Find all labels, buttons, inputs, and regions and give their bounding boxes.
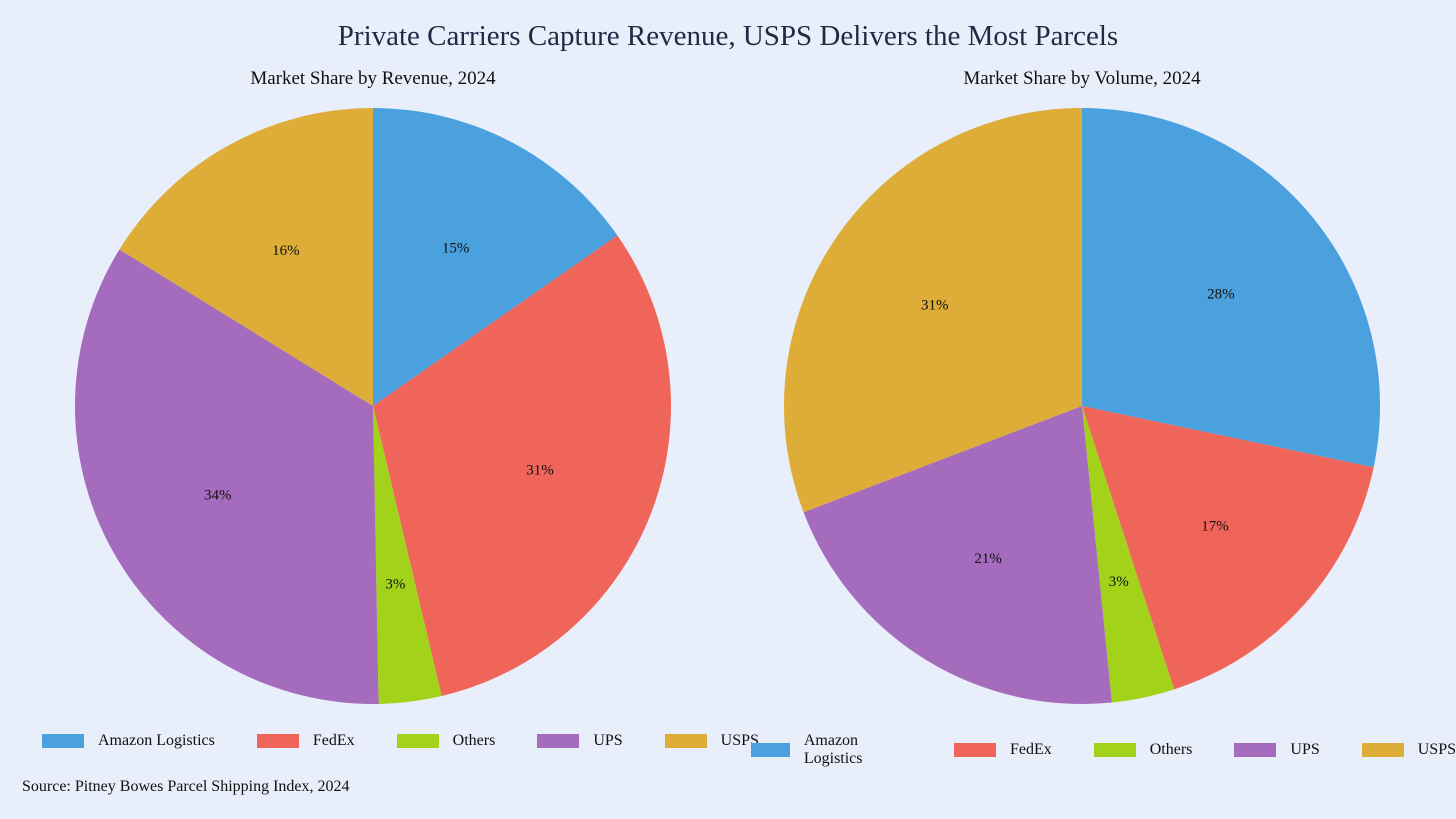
volume-slice-ups (803, 406, 1112, 705)
volume-legend-item-fedex: FedEx (953, 741, 1052, 759)
revenue-legend-label-ups: UPS (593, 732, 623, 749)
volume-legend-label-amazon-logistics: Amazon Logistics (803, 732, 863, 767)
chart-title: Private Carriers Capture Revenue, USPS D… (337, 20, 1119, 52)
revenue-slice-others (373, 406, 442, 704)
volume-slice-fedex (1082, 406, 1374, 690)
revenue-legend-item-fedex: FedEx (256, 732, 355, 750)
revenue-slice-ups (74, 249, 379, 705)
volume-legend-label-ups: UPS (1290, 741, 1320, 758)
volume-legend-label-fedex: FedEx (1009, 741, 1052, 758)
revenue-legend-label-fedex: FedEx (312, 732, 355, 749)
volume-label-others: 3% (1109, 574, 1129, 590)
volume-label-fedex: 17% (1201, 519, 1229, 535)
volume-legend-label-usps: USPS (1417, 741, 1456, 758)
revenue-label-others: 3% (385, 576, 405, 592)
volume-pie-title: Market Share by Volume, 2024 (963, 68, 1201, 89)
revenue-label-fedex: 31% (526, 463, 554, 479)
volume-legend-item-amazon-logistics: Amazon Logistics (751, 732, 912, 768)
volume-legend-item-usps: USPS (1361, 741, 1456, 759)
volume-legend-item-ups: UPS (1234, 741, 1320, 759)
volume-label-ups: 21% (974, 551, 1002, 567)
revenue-legend-label-others: Others (452, 732, 496, 749)
revenue-slice-fedex (373, 235, 671, 696)
volume-label-amazon-logistics: 28% (1207, 286, 1235, 302)
volume-legend-swatch-ups (1234, 743, 1277, 757)
revenue-legend-item-ups: UPS (537, 732, 623, 750)
revenue-legend-label-usps: USPS (720, 732, 759, 749)
revenue-legend-item-amazon-logistics: Amazon Logistics (42, 732, 215, 750)
revenue-legend-swatch-usps (664, 734, 707, 748)
revenue-label-usps: 16% (272, 243, 300, 259)
volume-legend-swatch-others (1093, 743, 1136, 757)
volume-slice-amazon-logistics (1082, 108, 1380, 468)
volume-legend-label-others: Others (1149, 741, 1193, 758)
revenue-legend: Amazon Logistics FedEx Others UPS USPS (42, 732, 759, 750)
revenue-legend-item-others: Others (396, 732, 496, 750)
volume-legend-swatch-fedex (953, 743, 996, 757)
volume-legend-swatch-usps (1361, 743, 1404, 757)
revenue-legend-swatch-others (396, 734, 439, 748)
volume-slice-usps (783, 108, 1082, 513)
volume-slice-others (1082, 406, 1175, 703)
revenue-slice-amazon-logistics (373, 108, 618, 406)
volume-legend-swatch-amazon-logistics (751, 743, 790, 757)
source-note: Source: Pitney Bowes Parcel Shipping Ind… (22, 778, 350, 795)
revenue-label-ups: 34% (204, 488, 232, 504)
revenue-legend-item-usps: USPS (664, 732, 759, 750)
volume-legend: Amazon Logistics FedEx Others UPS USPS (751, 732, 1456, 768)
revenue-pie-title: Market Share by Revenue, 2024 (250, 68, 496, 89)
revenue-slice-usps (119, 108, 373, 406)
revenue-legend-swatch-amazon-logistics (42, 734, 84, 748)
revenue-legend-swatch-fedex (256, 734, 299, 748)
revenue-legend-label-amazon-logistics: Amazon Logistics (98, 732, 215, 749)
volume-legend-item-others: Others (1093, 741, 1193, 759)
revenue-legend-swatch-ups (537, 734, 580, 748)
volume-label-usps: 31% (921, 298, 949, 314)
revenue-label-amazon-logistics: 15% (442, 240, 470, 256)
